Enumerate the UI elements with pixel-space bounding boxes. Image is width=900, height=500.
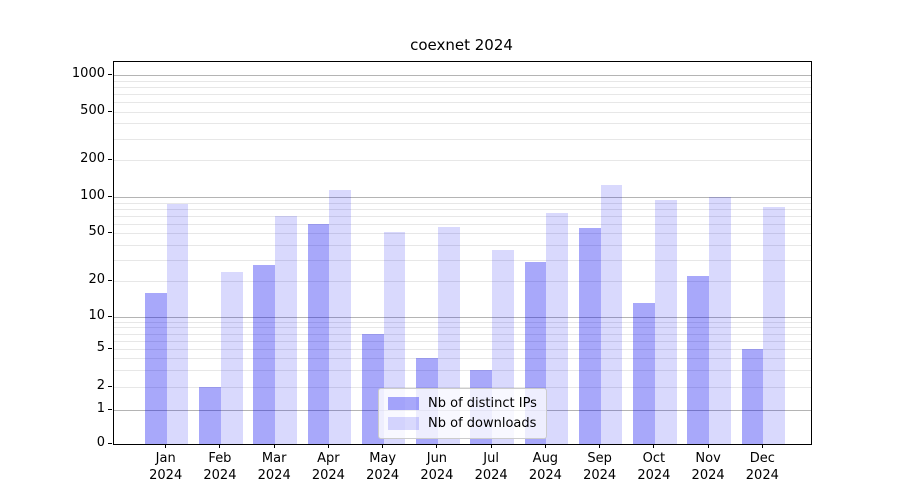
y-tick-mark (108, 280, 112, 281)
legend: Nb of distinct IPs Nb of downloads (378, 388, 547, 439)
x-tick-mark (490, 444, 492, 448)
y-tick-label: 50 (88, 224, 105, 240)
bar-downloads (654, 199, 677, 444)
y-tick-mark (108, 408, 112, 410)
y-tick-label: 200 (80, 150, 105, 166)
x-tick-label: Nov 2024 (691, 451, 725, 483)
y-tick-mark (108, 348, 112, 349)
minor-gridline (114, 259, 811, 261)
bar-distinct-ips (633, 303, 655, 444)
minor-gridline (114, 223, 811, 225)
minor-gridline (114, 340, 811, 342)
minor-gridline (114, 102, 811, 103)
minor-gridline (114, 93, 811, 95)
y-tick-label: 20 (88, 272, 105, 287)
minor-gridline (114, 233, 811, 235)
legend-swatch-downloads (388, 417, 419, 430)
minor-gridline (114, 349, 811, 350)
minor-gridline (114, 202, 811, 204)
y-tick-mark (108, 316, 112, 317)
x-tick-label: Mar 2024 (257, 451, 291, 483)
bar-distinct-ips (578, 228, 601, 444)
bar-downloads (220, 271, 243, 444)
minor-gridline (114, 208, 811, 210)
x-tick-mark (544, 444, 546, 448)
bar-downloads (763, 206, 786, 444)
bar-downloads (275, 215, 297, 444)
minor-gridline (114, 138, 811, 140)
minor-gridline (114, 369, 811, 371)
minor-gridline (114, 80, 811, 82)
y-tick-mark (108, 110, 112, 112)
bar-distinct-ips (741, 349, 764, 444)
x-tick-label: Sep 2024 (583, 451, 617, 483)
minor-gridline (114, 358, 811, 360)
minor-gridline (114, 281, 811, 282)
minor-gridline (114, 321, 811, 323)
x-tick-mark (436, 444, 438, 448)
legend-entry-distinct-ips: Nb of distinct IPs (388, 396, 537, 411)
x-tick-mark (273, 444, 275, 448)
x-tick-label: Dec 2024 (745, 451, 779, 483)
bar-distinct-ips (307, 223, 330, 444)
y-tick-mark (108, 74, 112, 75)
minor-gridline (114, 159, 811, 161)
y-tick-label: 2 (96, 377, 105, 393)
y-tick-label: 5 (96, 340, 105, 355)
x-tick-label: Feb 2024 (203, 451, 237, 483)
minor-gridline (114, 386, 811, 388)
major-gridline (114, 317, 811, 318)
bar-distinct-ips (199, 386, 221, 444)
x-tick-label: Jan 2024 (149, 451, 183, 483)
bar-distinct-ips (687, 276, 710, 444)
minor-gridline (114, 215, 811, 217)
x-tick-mark (707, 444, 709, 448)
y-tick-label: 0 (96, 435, 105, 450)
bar-downloads (546, 212, 569, 444)
x-tick-mark (327, 444, 329, 448)
x-tick-label: Jun 2024 (420, 451, 454, 483)
x-tick-label: Jul 2024 (474, 451, 508, 483)
bar-downloads (329, 190, 352, 444)
minor-gridline (114, 327, 811, 329)
x-tick-mark (653, 444, 655, 448)
y-tick-mark (108, 443, 112, 444)
y-tick-label: 100 (80, 188, 105, 203)
y-tick-mark (108, 385, 112, 387)
minor-gridline (114, 123, 811, 125)
legend-swatch-distinct-ips (388, 397, 419, 410)
legend-label-downloads: Nb of downloads (428, 416, 537, 431)
legend-label-distinct-ips: Nb of distinct IPs (428, 396, 537, 411)
bar-distinct-ips (144, 292, 167, 444)
y-tick-mark (108, 232, 112, 234)
x-tick-mark (599, 444, 601, 448)
y-tick-label: 1000 (71, 66, 105, 81)
legend-entry-downloads: Nb of downloads (388, 416, 537, 431)
x-tick-mark (219, 444, 221, 448)
x-tick-mark (382, 444, 384, 448)
minor-gridline (114, 333, 811, 335)
bar-downloads (600, 185, 623, 444)
x-tick-mark (165, 444, 167, 448)
x-tick-label: Aug 2024 (528, 451, 562, 483)
x-tick-mark (761, 444, 763, 448)
bar-downloads (166, 204, 189, 444)
y-tick-mark (108, 196, 112, 197)
x-tick-label: Apr 2024 (311, 451, 345, 483)
minor-gridline (114, 244, 811, 246)
y-tick-label: 1 (96, 400, 105, 416)
x-tick-label: Oct 2024 (637, 451, 671, 483)
bar-distinct-ips (253, 265, 276, 444)
x-tick-label: May 2024 (366, 451, 400, 483)
y-tick-label: 500 (80, 102, 105, 118)
minor-gridline (114, 111, 811, 113)
major-gridline (114, 75, 811, 76)
y-tick-label: 10 (88, 308, 105, 323)
minor-gridline (114, 86, 811, 88)
y-tick-mark (108, 158, 112, 160)
major-gridline (114, 197, 811, 198)
bar-downloads (709, 196, 731, 444)
chart-title: coexnet 2024 (410, 36, 513, 54)
